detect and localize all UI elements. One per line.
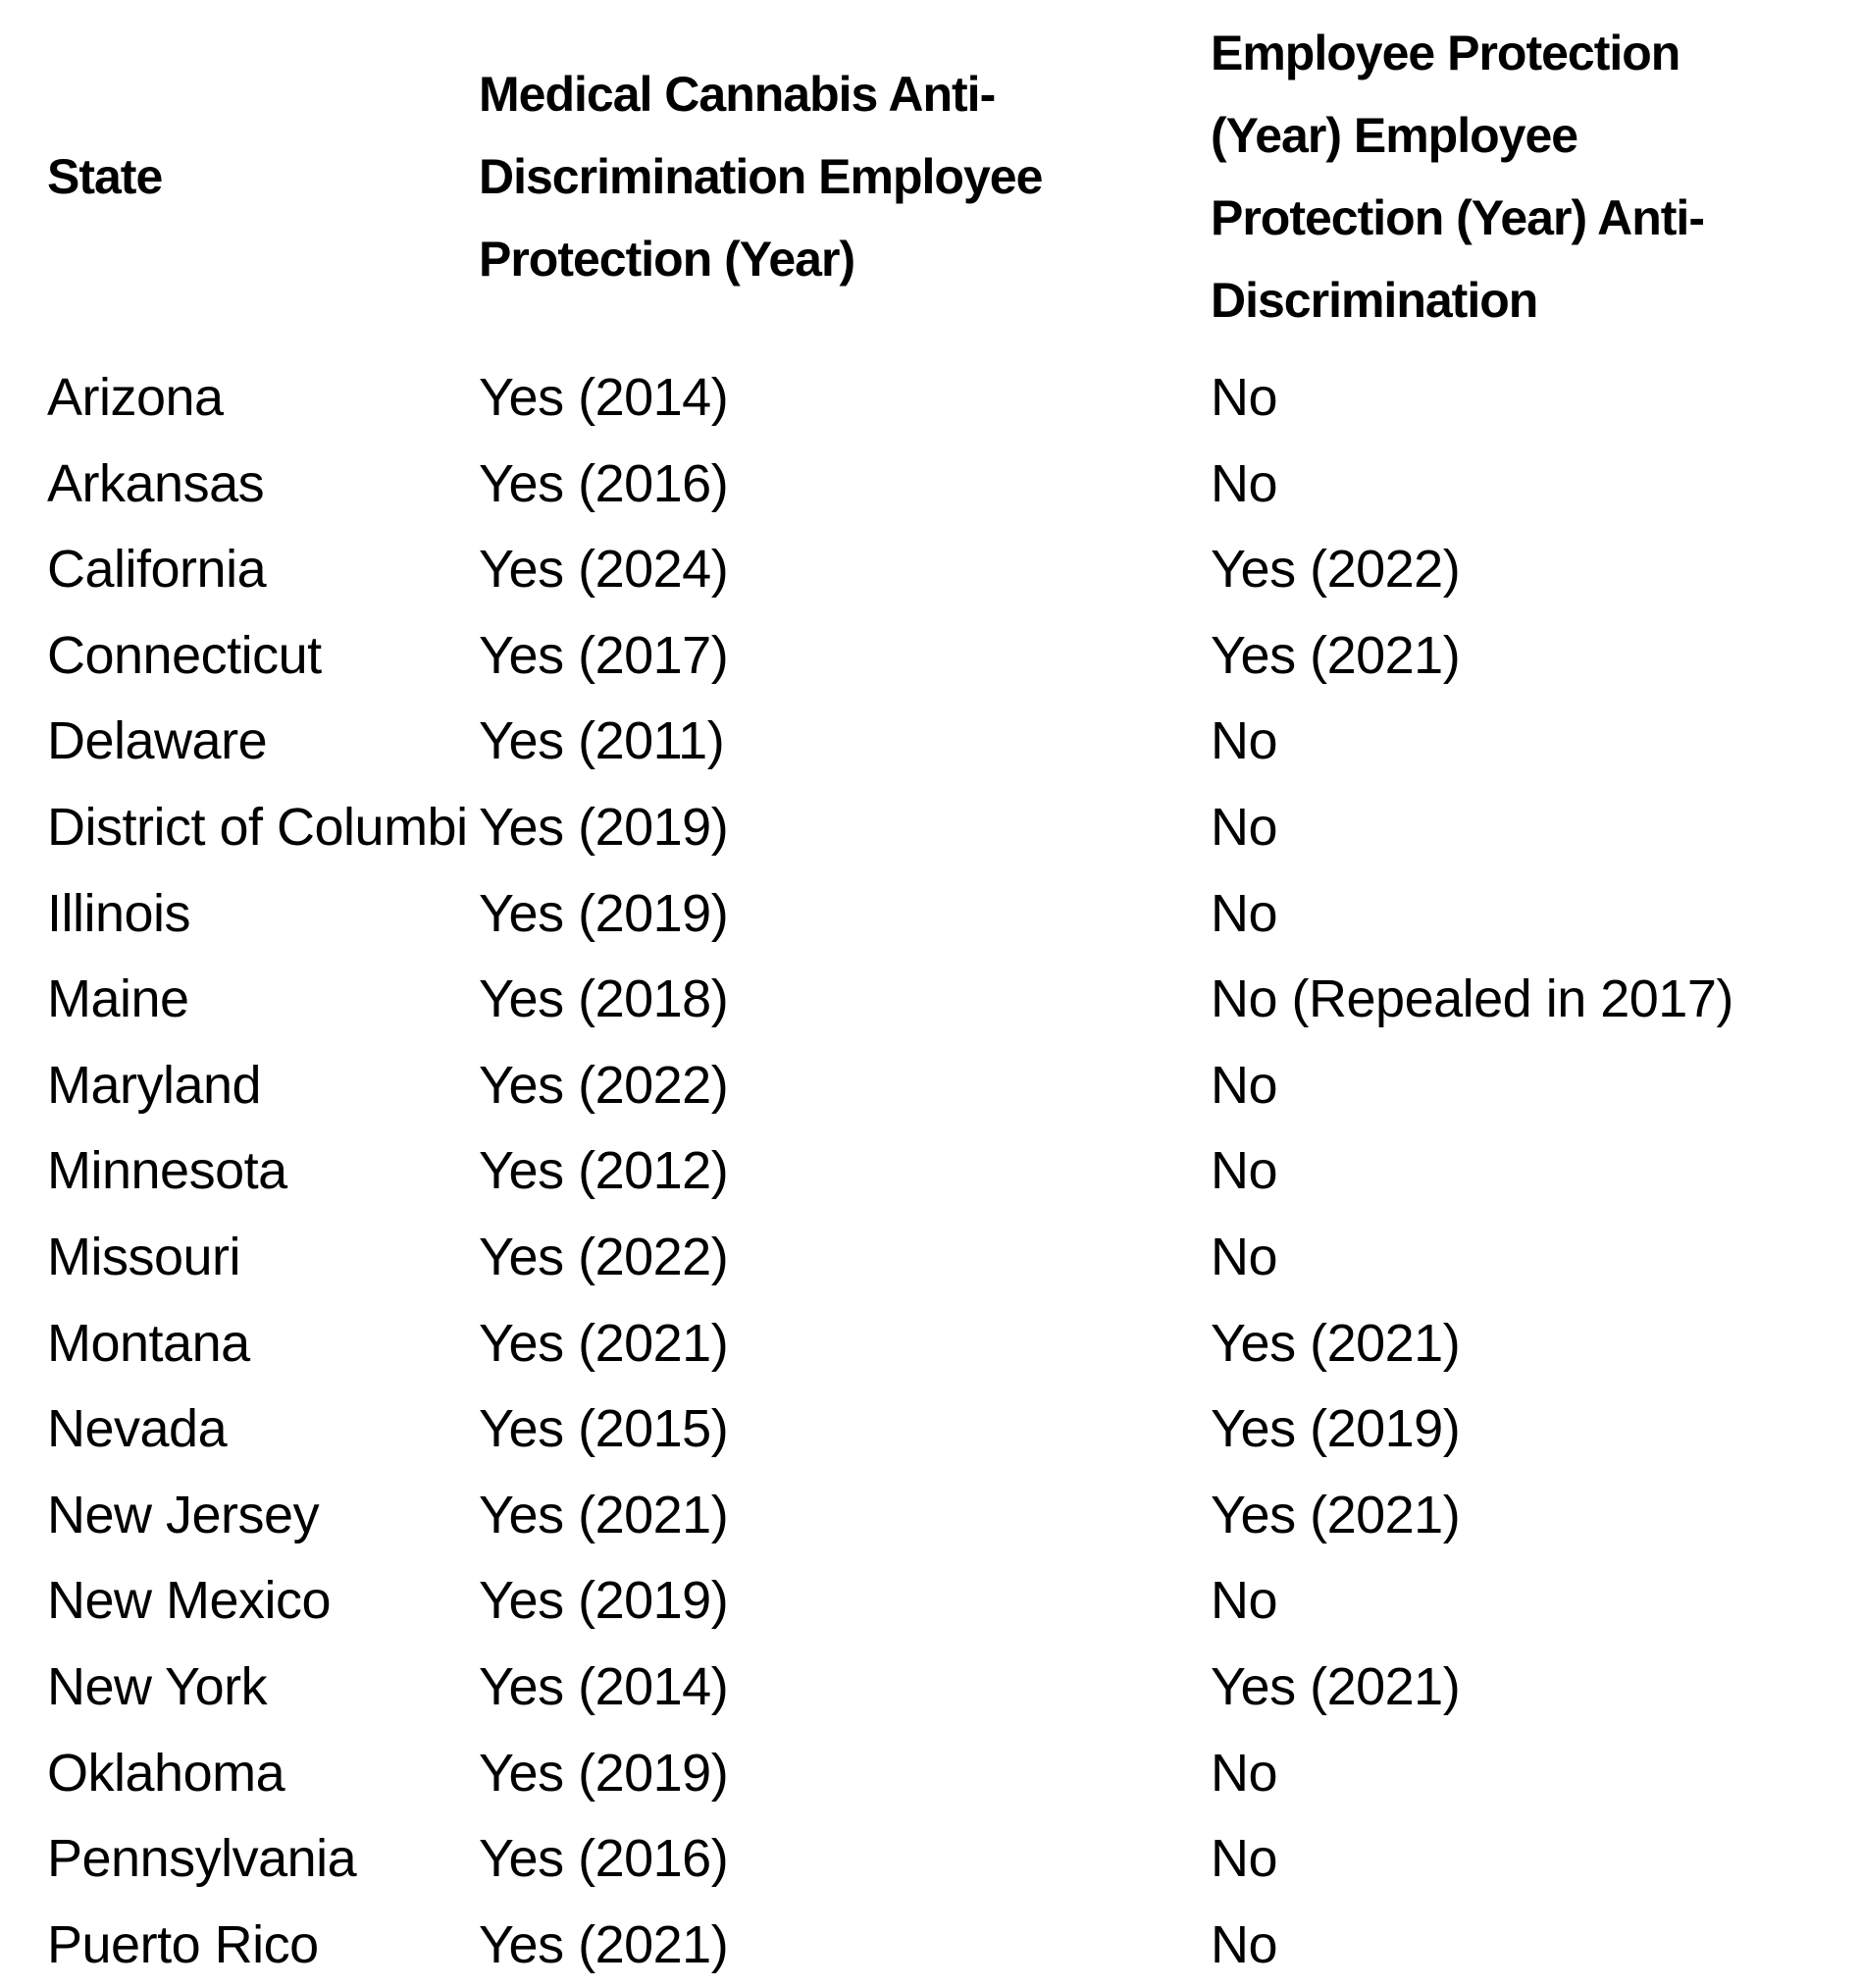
medical-protection-cell: Yes (2016) xyxy=(479,453,729,513)
table-row: New Mexico Yes (2019) No xyxy=(0,1558,1861,1645)
employee-protection-cell: No xyxy=(1211,1055,1278,1115)
table-row: Minnesota Yes (2012) No xyxy=(0,1128,1861,1215)
state-cell: Illinois xyxy=(47,883,191,943)
medical-protection-cell: Yes (2015) xyxy=(479,1399,729,1459)
table-row: Arizona Yes (2014) No xyxy=(0,355,1861,442)
table-row: Illinois Yes (2019) No xyxy=(0,871,1861,958)
header-medical-protection: Medical Cannabis Anti- Discrimination Em… xyxy=(479,67,1043,287)
table-row: Oklahoma Yes (2019) No xyxy=(0,1731,1861,1817)
medical-protection-cell: Yes (2016) xyxy=(479,1829,729,1889)
table-row: New Jersey Yes (2021) Yes (2021) xyxy=(0,1473,1861,1559)
state-cell: Montana xyxy=(47,1313,250,1373)
employee-protection-cell: No xyxy=(1211,711,1278,771)
employee-protection-cell: No xyxy=(1211,1743,1278,1803)
header-state: State xyxy=(47,149,163,204)
employee-protection-cell: No xyxy=(1211,368,1278,427)
medical-protection-cell: Yes (2019) xyxy=(479,798,729,857)
medical-protection-cell: Yes (2024) xyxy=(479,540,729,600)
employee-protection-cell: No xyxy=(1211,1141,1278,1201)
table-row: District of Columbia Yes (2019) No xyxy=(0,785,1861,871)
table-row: New York Yes (2014) Yes (2021) xyxy=(0,1645,1861,1731)
medical-protection-cell: Yes (2014) xyxy=(479,1657,729,1716)
medical-protection-cell: Yes (2011) xyxy=(479,711,725,771)
employee-protection-cell: No (Repealed in 2017) xyxy=(1211,969,1733,1029)
state-cell: Maryland xyxy=(47,1055,262,1115)
state-cell: Nevada xyxy=(47,1399,228,1459)
table-row: Delaware Yes (2011) No xyxy=(0,699,1861,785)
table-row: Montana Yes (2021) Yes (2021) xyxy=(0,1301,1861,1387)
table-row: Arkansas Yes (2016) No xyxy=(0,442,1861,528)
state-cell: Delaware xyxy=(47,711,268,771)
table-row: Pennsylvania Yes (2016) No xyxy=(0,1816,1861,1903)
medical-protection-cell: Yes (2021) xyxy=(479,1313,729,1373)
header-employee-protection: Employee Protection (Year) Employee Prot… xyxy=(1211,26,1705,328)
state-cell: District of Columbia xyxy=(47,798,467,857)
state-cell: New York xyxy=(47,1657,268,1716)
table-row: Nevada Yes (2015) Yes (2019) xyxy=(0,1386,1861,1473)
state-cell: New Mexico xyxy=(47,1571,332,1631)
state-cell: Missouri xyxy=(47,1228,241,1286)
state-cell: Minnesota xyxy=(47,1141,287,1201)
medical-protection-cell: Yes (2012) xyxy=(479,1141,729,1201)
medical-protection-cell: Yes (2018) xyxy=(479,969,729,1029)
medical-protection-cell: Yes (2019) xyxy=(479,1571,729,1631)
table-header: State Medical Cannabis Anti- Discriminat… xyxy=(0,0,1861,353)
table-row: Maryland Yes (2022) No xyxy=(0,1043,1861,1129)
state-cell: California xyxy=(47,540,267,600)
employee-protection-cell: Yes (2021) xyxy=(1211,1485,1461,1544)
employee-protection-cell: No xyxy=(1211,883,1278,943)
employee-protection-cell: No xyxy=(1211,1228,1278,1286)
state-cell: Pennsylvania xyxy=(47,1829,357,1889)
employee-protection-cell: No xyxy=(1211,1829,1278,1889)
employee-protection-cell: Yes (2021) xyxy=(1211,1657,1461,1716)
medical-protection-cell: Yes (2022) xyxy=(479,1228,729,1286)
medical-protection-cell: Yes (2019) xyxy=(479,883,729,943)
medical-protection-cell: Yes (2021) xyxy=(479,1485,729,1544)
employee-protection-cell: No xyxy=(1211,453,1278,513)
employee-protection-cell: No xyxy=(1211,1571,1278,1631)
table-row: California Yes (2024) Yes (2022) xyxy=(0,527,1861,613)
state-cell: Puerto Rico xyxy=(47,1914,319,1974)
state-cell: Oklahoma xyxy=(47,1743,285,1803)
table-row: Puerto Rico Yes (2021) No xyxy=(0,1903,1861,1988)
medical-protection-cell: Yes (2022) xyxy=(479,1055,729,1115)
employee-protection-cell: Yes (2021) xyxy=(1211,625,1461,685)
state-cell: Arkansas xyxy=(47,453,265,513)
employee-protection-cell: No xyxy=(1211,798,1278,857)
state-cell: Connecticut xyxy=(47,625,322,685)
table-row: Connecticut Yes (2017) Yes (2021) xyxy=(0,613,1861,700)
employee-protection-cell: No xyxy=(1211,1914,1278,1974)
table-row: Missouri Yes (2022) No xyxy=(0,1215,1861,1301)
employee-protection-cell: Yes (2022) xyxy=(1211,540,1461,600)
state-cell: New Jersey xyxy=(47,1485,320,1544)
medical-protection-cell: Yes (2017) xyxy=(479,625,729,685)
medical-protection-cell: Yes (2019) xyxy=(479,1743,729,1803)
medical-protection-cell: Yes (2021) xyxy=(479,1914,729,1974)
table-row: Maine Yes (2018) No (Repealed in 2017) xyxy=(0,957,1861,1043)
employee-protection-cell: Yes (2021) xyxy=(1211,1313,1461,1373)
state-cell: Arizona xyxy=(47,368,224,427)
medical-protection-cell: Yes (2014) xyxy=(479,368,729,427)
state-cell: Maine xyxy=(47,969,189,1029)
employee-protection-cell: Yes (2019) xyxy=(1211,1399,1461,1459)
